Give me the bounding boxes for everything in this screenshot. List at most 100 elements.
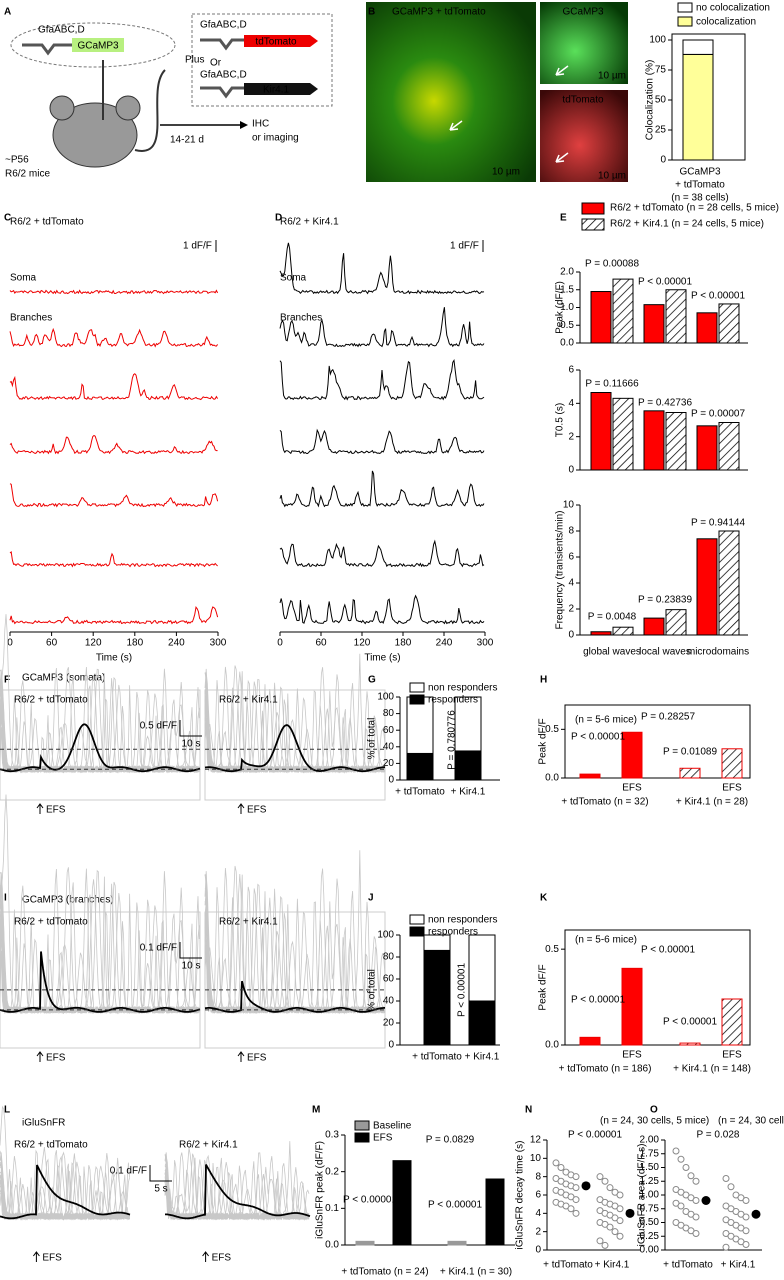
y-tick-label: 1.75 bbox=[640, 1148, 660, 1159]
data-point bbox=[692, 1177, 700, 1185]
annotation: P = 0.0829 bbox=[426, 1135, 475, 1146]
y-tick-label: 8 bbox=[568, 526, 574, 537]
x-tick-label: + tdTomato bbox=[412, 1052, 462, 1063]
data-point bbox=[677, 1202, 685, 1210]
data-point bbox=[672, 1147, 680, 1155]
annotation: P = 0.780776 bbox=[447, 710, 458, 770]
label: GCaMP3 bbox=[562, 7, 604, 18]
y-tick-label: 80 bbox=[383, 708, 395, 719]
legend-swatch bbox=[409, 694, 425, 705]
panel-letter: A bbox=[4, 7, 11, 18]
y-tick-label: 2 bbox=[568, 604, 574, 615]
mean-trace bbox=[0, 951, 201, 1013]
bar bbox=[579, 1036, 601, 1046]
y-tick-label: 1.5 bbox=[560, 284, 574, 295]
axis-label: % of total bbox=[367, 969, 378, 1011]
annotation: P = 0.01089 bbox=[663, 747, 717, 758]
x-tick-label: 300 bbox=[210, 638, 227, 649]
data-point bbox=[552, 1159, 560, 1167]
label: or imaging bbox=[252, 133, 299, 144]
y-tick-label: 60 bbox=[383, 974, 395, 985]
annotation: P < 0.00001 bbox=[571, 732, 625, 743]
label: EFS bbox=[247, 805, 267, 816]
panel-letter: J bbox=[368, 893, 374, 904]
label: GfaABC,D bbox=[38, 25, 85, 36]
bar bbox=[679, 767, 701, 779]
mean-trace bbox=[165, 1164, 311, 1220]
label: R6/2 + tdTomato bbox=[14, 917, 88, 928]
bar bbox=[665, 289, 687, 344]
annotation: P = 0.42736 bbox=[638, 398, 692, 409]
x-tick-label: EFS bbox=[722, 783, 742, 794]
x-tick-label: + Kir4.1 bbox=[465, 1052, 500, 1063]
trace bbox=[279, 594, 485, 625]
data-point bbox=[557, 1164, 565, 1171]
y-tick-label: 20 bbox=[383, 1018, 395, 1029]
x-tick-label: 240 bbox=[168, 638, 185, 649]
annotation: P = 0.028 bbox=[697, 1130, 740, 1141]
annotation: (n = 5-6 mice) bbox=[575, 935, 637, 946]
panel-title: R6/2 + Kir4.1 bbox=[280, 217, 339, 228]
label: R6/2 + tdTomato bbox=[14, 695, 88, 706]
legend-swatch bbox=[677, 2, 693, 13]
legend-label: colocalization bbox=[696, 17, 756, 28]
y-tick-label: 100 bbox=[649, 35, 666, 46]
annotation: P < 0.00001 bbox=[457, 963, 468, 1017]
label: GCaMP3 + tdTomato bbox=[392, 7, 486, 18]
mean-trace bbox=[204, 724, 385, 773]
bar bbox=[679, 1042, 701, 1046]
label: Or bbox=[210, 58, 222, 69]
annotation: P = 0.28257 bbox=[641, 712, 695, 723]
y-tick-label: 1.25 bbox=[640, 1176, 660, 1187]
label: GCaMP3 bbox=[679, 167, 721, 178]
data-point bbox=[606, 1184, 614, 1192]
group-label: + Kir4.1 (n = 148) bbox=[673, 1064, 751, 1075]
data-point bbox=[572, 1184, 580, 1192]
annotation: P < 0.00001 bbox=[691, 291, 745, 302]
y-tick-label: 0.0 bbox=[545, 1040, 559, 1051]
label: EFS bbox=[46, 805, 66, 816]
data-point bbox=[742, 1213, 750, 1221]
bar bbox=[590, 631, 612, 636]
label: Soma bbox=[10, 273, 37, 284]
trace bbox=[0, 698, 200, 774]
group-label: + Kir4.1 (n = 28) bbox=[676, 797, 748, 808]
trace bbox=[279, 307, 485, 348]
y-tick-label: 6 bbox=[535, 1190, 541, 1201]
y-tick-label: 60 bbox=[383, 725, 395, 736]
label: R6/2 + Kir4.1 bbox=[219, 917, 278, 928]
x-tick-label: 240 bbox=[436, 638, 453, 649]
annotation: P = 0.00007 bbox=[691, 409, 745, 420]
y-tick-label: 4 bbox=[568, 398, 574, 409]
bar-segment bbox=[454, 750, 482, 781]
annotation: P = 0.94144 bbox=[691, 518, 745, 529]
mean-trace bbox=[0, 723, 201, 773]
y-tick-label: 0.5 bbox=[545, 944, 559, 955]
trace bbox=[9, 434, 218, 455]
data-point bbox=[692, 1197, 700, 1204]
annotation: P < 0.00001 bbox=[571, 995, 625, 1006]
bar bbox=[579, 773, 601, 779]
x-tick-label: + Kir4.1 bbox=[595, 1260, 630, 1271]
trace bbox=[9, 289, 219, 295]
axis-label: % of total bbox=[367, 718, 378, 760]
bar bbox=[665, 412, 687, 471]
legend-label: Baseline bbox=[373, 1121, 412, 1132]
y-tick-label: 100 bbox=[377, 692, 394, 703]
axis-label: Peak dF/F bbox=[538, 718, 549, 764]
legend-swatch bbox=[354, 1120, 370, 1131]
label: (n = 38 cells) bbox=[671, 193, 729, 204]
bar bbox=[696, 538, 718, 636]
y-tick-label: 1.00 bbox=[640, 1190, 660, 1201]
data-point bbox=[692, 1213, 700, 1221]
panel-letter: G bbox=[368, 675, 376, 686]
axis-label: Peak (dF/F) bbox=[555, 281, 566, 334]
label: R6/2 + Kir4.1 bbox=[179, 1140, 238, 1151]
arrow-up bbox=[36, 1051, 44, 1062]
x-tick-label: + Kir4.1 bbox=[721, 1260, 756, 1271]
legend-label: responders bbox=[428, 695, 478, 706]
panel-letter: N bbox=[525, 1105, 532, 1116]
data-point bbox=[596, 1173, 604, 1181]
mean-trace bbox=[204, 980, 385, 1013]
y-tick-label: 6 bbox=[568, 552, 574, 563]
